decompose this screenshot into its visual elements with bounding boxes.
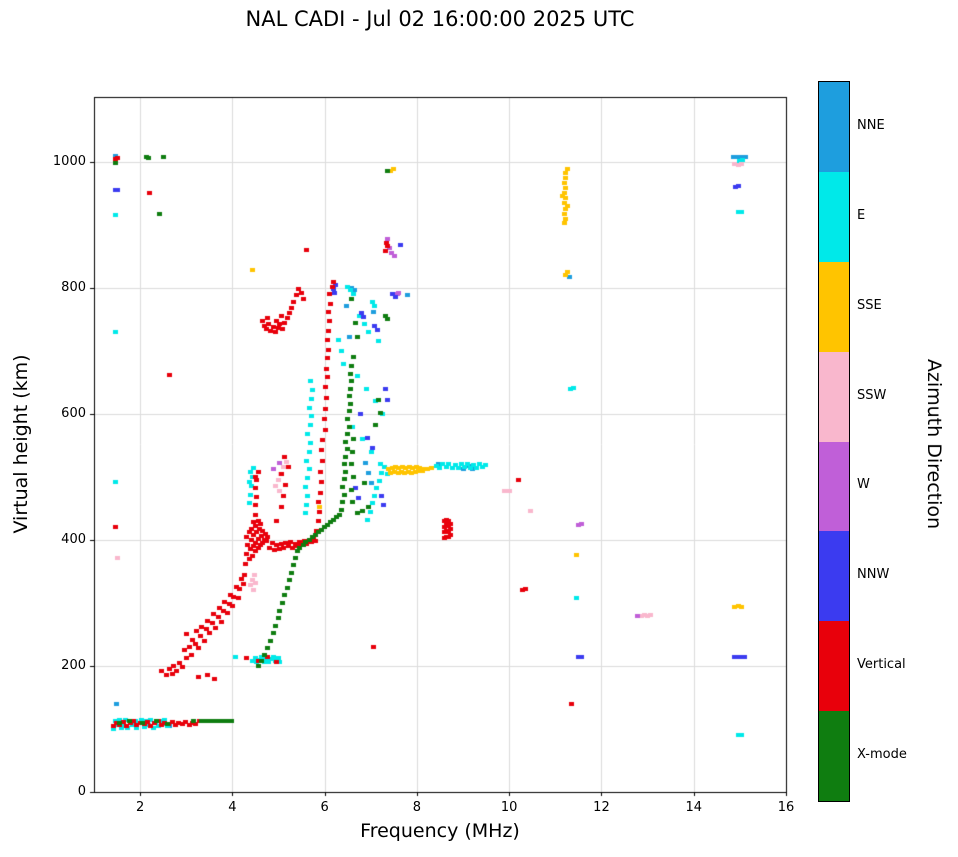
x-tick-label: 8 (412, 800, 422, 815)
colorbar-label: NNW (857, 567, 890, 583)
colorbar-segment-w (819, 441, 849, 532)
x-tick-label: 12 (593, 800, 610, 815)
y-tick-label: 600 (61, 405, 86, 421)
colorbar-label: SSW (857, 387, 887, 403)
colorbar-label: SSE (857, 297, 882, 313)
colorbar-label: E (857, 207, 866, 223)
colorbar-segment-nnw (819, 531, 849, 622)
colorbar-segment-x-mode (819, 711, 849, 801)
x-tick-label: 6 (320, 800, 329, 815)
colorbar-label: W (857, 477, 870, 493)
y-axis-label: Virtual height (km) (10, 354, 32, 534)
colorbar-segment-vertical (819, 621, 849, 712)
colorbar-segment-sse (819, 261, 849, 352)
x-axis-label: Frequency (MHz) (360, 820, 520, 842)
colorbar-title: Azimuth Direction (923, 358, 945, 530)
colorbar-segment-nne (819, 82, 849, 172)
y-tick-label: 800 (61, 279, 86, 295)
x-tick-label: 16 (777, 800, 795, 815)
colorbar-segment-e (819, 171, 849, 262)
x-tick-label: 2 (135, 800, 145, 815)
figure-title: NAL CADI - Jul 02 16:00:00 2025 UTC (245, 7, 635, 31)
x-tick-label: 10 (500, 800, 518, 815)
x-tick-label: 14 (685, 800, 702, 815)
y-tick-label: 1000 (52, 153, 86, 169)
y-tick-label: 400 (61, 531, 86, 547)
colorbar-label: NNE (857, 117, 885, 133)
y-tick-label: 200 (61, 657, 86, 673)
colorbar-label: Vertical (857, 657, 906, 673)
x-tick-label: 4 (228, 800, 237, 815)
azimuth-colorbar (818, 81, 850, 802)
colorbar-label: X-mode (857, 747, 907, 763)
colorbar-segment-ssw (819, 351, 849, 442)
y-tick-label: 0 (77, 784, 86, 799)
